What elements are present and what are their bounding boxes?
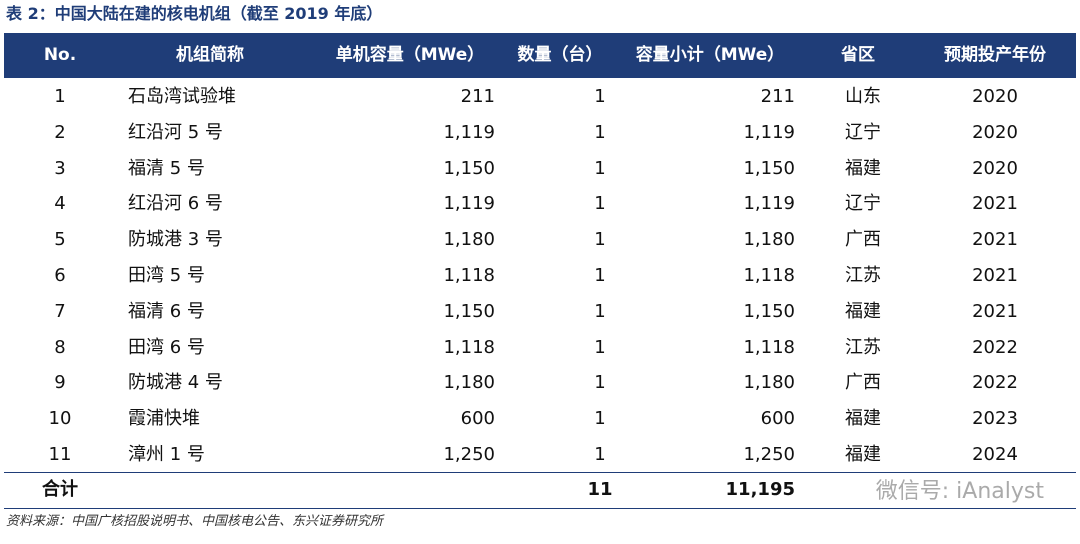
cell: 2020 bbox=[972, 157, 1018, 179]
cell: 2024 bbox=[972, 444, 1018, 465]
cell: 1,180 bbox=[443, 229, 495, 251]
cell: 江苏 bbox=[845, 336, 881, 358]
total-count: 11 bbox=[587, 479, 613, 500]
rule bbox=[4, 508, 1076, 509]
cell: 2 bbox=[54, 121, 66, 143]
cell: 2022 bbox=[972, 336, 1018, 358]
column-header: No. bbox=[43, 45, 77, 65]
cell: 1,150 bbox=[443, 157, 495, 179]
cell: 2023 bbox=[972, 408, 1018, 430]
cell: 2021 bbox=[972, 229, 1018, 251]
column-header: 数量（台） bbox=[517, 45, 603, 65]
cell: 1 bbox=[594, 121, 606, 143]
cell: 2020 bbox=[972, 121, 1018, 143]
cell: 6 bbox=[54, 265, 66, 286]
cell: 9 bbox=[54, 372, 66, 394]
cell: 1 bbox=[594, 157, 606, 179]
cell: 1 bbox=[594, 265, 606, 286]
column-header: 预期投产年份 bbox=[944, 45, 1046, 65]
cell: 福建 bbox=[845, 444, 881, 465]
column-header: 单机容量（MWe） bbox=[335, 45, 485, 65]
cell: 1,119 bbox=[443, 121, 495, 143]
cell: 1,119 bbox=[743, 193, 795, 215]
cell: 1 bbox=[54, 86, 66, 107]
cell: 1,118 bbox=[443, 265, 495, 286]
cell: 田湾 6 号 bbox=[128, 336, 205, 358]
cell: 辽宁 bbox=[845, 193, 881, 215]
cell: 1 bbox=[594, 444, 606, 465]
cell: 1,250 bbox=[443, 444, 495, 465]
cell: 防城港 4 号 bbox=[128, 372, 223, 394]
cell: 2021 bbox=[972, 300, 1018, 322]
cell: 1 bbox=[594, 372, 606, 394]
cell: 石岛湾试验堆 bbox=[128, 86, 236, 107]
cell: 广西 bbox=[845, 372, 881, 394]
cell: 1,150 bbox=[743, 157, 795, 179]
cell: 8 bbox=[54, 336, 66, 358]
column-header: 容量小计（MWe） bbox=[635, 45, 785, 65]
cell: 福清 6 号 bbox=[128, 300, 205, 322]
cell: 1 bbox=[594, 86, 606, 107]
cell: 福建 bbox=[845, 408, 881, 430]
cell: 1,180 bbox=[743, 372, 795, 394]
cell: 2021 bbox=[972, 193, 1018, 215]
source-note: 资料来源：中国广核招股说明书、中国核电公告、东兴证券研究所 bbox=[6, 514, 384, 529]
cell: 福建 bbox=[845, 300, 881, 322]
cell: 1,119 bbox=[443, 193, 495, 215]
cell: 1 bbox=[594, 193, 606, 215]
cell: 211 bbox=[460, 86, 495, 107]
cell: 2020 bbox=[972, 86, 1018, 107]
cell: 江苏 bbox=[845, 265, 881, 286]
total-label: 合计 bbox=[42, 479, 78, 500]
cell: 1,118 bbox=[743, 336, 795, 358]
column-header: 省区 bbox=[841, 45, 875, 65]
cell: 1 bbox=[594, 336, 606, 358]
cell: 211 bbox=[760, 86, 795, 107]
cell: 红沿河 6 号 bbox=[128, 193, 223, 215]
total-capacity: 11,195 bbox=[725, 479, 795, 500]
column-header: 机组简称 bbox=[176, 45, 244, 65]
cell: 1,119 bbox=[743, 121, 795, 143]
cell: 1,250 bbox=[743, 444, 795, 465]
cell: 漳州 1 号 bbox=[128, 444, 205, 465]
cell: 防城港 3 号 bbox=[128, 229, 223, 251]
cell: 广西 bbox=[845, 229, 881, 251]
table-title: 表 2：中国大陆在建的核电机组（截至 2019 年底） bbox=[6, 4, 383, 23]
cell: 1 bbox=[594, 229, 606, 251]
watermark: 微信号: iAnalyst bbox=[875, 479, 1044, 504]
cell: 11 bbox=[48, 444, 72, 465]
cell: 600 bbox=[760, 408, 795, 430]
cell: 1,150 bbox=[743, 300, 795, 322]
cell: 7 bbox=[54, 300, 66, 322]
cell: 田湾 5 号 bbox=[128, 265, 205, 286]
cell: 1 bbox=[594, 408, 606, 430]
cell: 山东 bbox=[845, 86, 881, 107]
cell: 辽宁 bbox=[845, 121, 881, 143]
cell: 霞浦快堆 bbox=[128, 408, 200, 430]
cell: 600 bbox=[460, 408, 495, 430]
cell: 1,118 bbox=[743, 265, 795, 286]
cell: 福清 5 号 bbox=[128, 157, 205, 179]
cell: 1,150 bbox=[443, 300, 495, 322]
rule bbox=[4, 472, 1076, 473]
cell: 10 bbox=[48, 408, 72, 430]
cell: 1 bbox=[594, 300, 606, 322]
cell: 5 bbox=[54, 229, 66, 251]
cell: 1,118 bbox=[443, 336, 495, 358]
cell: 红沿河 5 号 bbox=[128, 121, 223, 143]
cell: 1,180 bbox=[743, 229, 795, 251]
cell: 2021 bbox=[972, 265, 1018, 286]
cell: 福建 bbox=[845, 157, 881, 179]
cell: 4 bbox=[54, 193, 66, 215]
header-bar bbox=[4, 33, 1076, 78]
cell: 2022 bbox=[972, 372, 1018, 394]
cell: 3 bbox=[54, 157, 66, 179]
cell: 1,180 bbox=[443, 372, 495, 394]
